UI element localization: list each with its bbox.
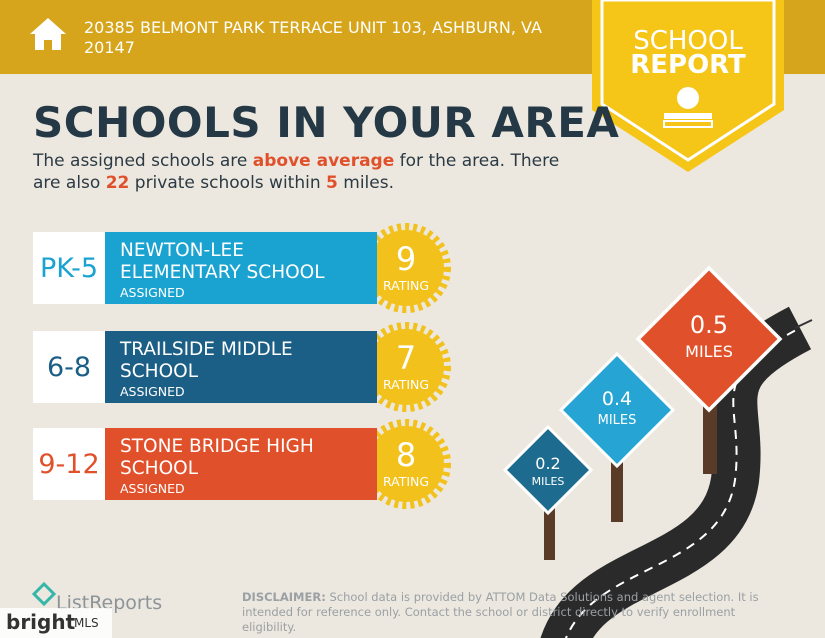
sign-unit: MILES — [597, 413, 637, 428]
rating-badge — [368, 230, 444, 306]
sign-distance: 0.2 — [535, 454, 561, 473]
watermark: bright MLS — [0, 608, 112, 638]
badge-text: SCHOOL — [633, 26, 743, 56]
title: SCHOOLS IN YOUR AREA — [33, 98, 620, 147]
sign — [502, 424, 594, 516]
school-bar: NEWTON-LEE ELEMENTARY SCHOOL ASSIGNED — [105, 232, 377, 304]
rating: 9 — [395, 240, 417, 278]
address: 20385 BELMONT PARK TERRACE UNIT 103, ASH… — [84, 18, 542, 57]
road-end — [794, 319, 813, 329]
grades: 6-8 — [33, 331, 105, 403]
highlight: 22 — [105, 173, 130, 193]
sign-unit: MILES — [531, 475, 565, 488]
text: The assigned schools are — [33, 151, 253, 171]
sign-post — [544, 490, 555, 560]
school-name: STONE BRIDGE HIGH SCHOOL — [120, 436, 314, 479]
summary: The assigned schools are above average f… — [33, 150, 573, 194]
sign-distance: 0.5 — [689, 311, 729, 339]
book-icon — [663, 120, 713, 128]
rating-label: RATING — [382, 278, 430, 293]
grades: 9-12 — [33, 428, 105, 500]
disclaimer-label: DISCLAIMER: — [242, 590, 326, 604]
school-bar: STONE BRIDGE HIGH SCHOOL ASSIGNED — [105, 428, 377, 500]
report-badge-border — [600, 0, 776, 162]
highlight: 5 — [326, 173, 338, 193]
school-name: TRAILSIDE MIDDLE SCHOOL — [120, 339, 293, 382]
apple-icon — [677, 87, 699, 109]
rating: 7 — [395, 339, 417, 377]
grades: PK-5 — [33, 232, 105, 304]
rating-label: RATING — [382, 474, 430, 489]
watermark-text: bright — [6, 610, 76, 634]
school-status: ASSIGNED — [120, 481, 185, 496]
text: for the area. There are also — [33, 151, 560, 193]
sign — [635, 265, 783, 413]
rating-label: RATING — [382, 377, 430, 392]
highlight: above average — [252, 151, 395, 171]
disclaimer-text: School data is provided by ATTOM Data So… — [242, 590, 759, 634]
rating-badge — [368, 426, 444, 502]
sign-unit: MILES — [685, 342, 733, 361]
disclaimer: DISCLAIMER: School data is provided by A… — [242, 590, 787, 635]
house-icon — [30, 18, 66, 50]
sign-distance: 0.4 — [601, 388, 633, 410]
school-status: ASSIGNED — [120, 384, 185, 399]
text: miles. — [337, 173, 395, 193]
school-bar: TRAILSIDE MIDDLE SCHOOL ASSIGNED — [105, 331, 377, 403]
school-name: NEWTON-LEE ELEMENTARY SCHOOL — [120, 240, 325, 283]
rating: 8 — [395, 436, 417, 474]
school-status: ASSIGNED — [120, 285, 185, 300]
sign-post — [703, 390, 717, 474]
badge-text: REPORT — [630, 50, 746, 80]
watermark-mls: MLS — [74, 616, 99, 630]
sign — [558, 351, 676, 469]
logo-mark — [31, 581, 57, 607]
text: private schools within — [129, 173, 327, 193]
sign-post — [611, 450, 623, 522]
book-icon — [664, 113, 712, 119]
rating-badge — [368, 329, 444, 405]
